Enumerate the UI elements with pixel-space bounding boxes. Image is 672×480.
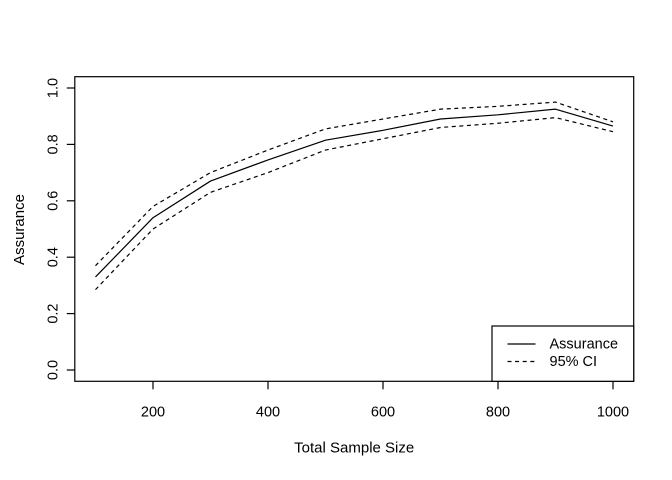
y-tick-label: 0.6 bbox=[46, 191, 62, 211]
95-ci-upper-line bbox=[95, 101, 614, 267]
axis-ticks: 200 400 600 800 1000 0.0 0.2 0.4 0.6 0.8 1.0 bbox=[46, 78, 630, 421]
y-tick-label: 0.8 bbox=[46, 134, 62, 154]
y-axis-title: Assurance bbox=[11, 194, 28, 265]
legend-label-assurance: Assurance bbox=[550, 337, 619, 353]
legend-box bbox=[491, 325, 635, 382]
y-tick-label: 0.0 bbox=[46, 360, 62, 380]
y-tick-label: 0.2 bbox=[46, 304, 62, 324]
x-axis-title: Total Sample Size bbox=[294, 440, 414, 457]
y-tick-label: 0.4 bbox=[46, 247, 62, 267]
x-tick-label: 1000 bbox=[597, 405, 629, 421]
plot-border bbox=[74, 76, 635, 382]
95-ci-lower-line bbox=[95, 117, 614, 291]
x-tick-label: 800 bbox=[486, 405, 510, 421]
x-tick-label: 200 bbox=[141, 405, 165, 421]
legend-label-ci: 95% CI bbox=[550, 354, 598, 370]
assurance-line bbox=[95, 108, 614, 278]
data-series bbox=[95, 101, 614, 291]
y-tick-label: 1.0 bbox=[46, 78, 62, 98]
legend: Assurance 95% CI bbox=[491, 325, 635, 382]
x-tick-label: 600 bbox=[371, 405, 395, 421]
x-tick-label: 400 bbox=[256, 405, 280, 421]
